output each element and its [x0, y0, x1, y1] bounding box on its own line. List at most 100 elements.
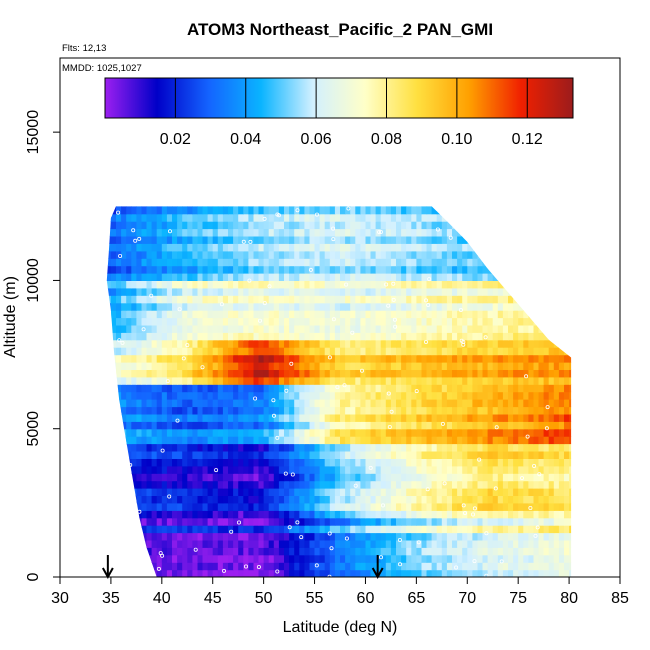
- heatmap-cell: [304, 280, 311, 289]
- heatmap-cell: [355, 391, 361, 400]
- heatmap-cell: [553, 562, 560, 571]
- heatmap-cell: [441, 443, 448, 452]
- heatmap-cell: [569, 480, 572, 489]
- heatmap-cell: [106, 287, 112, 296]
- heatmap-cell: [166, 539, 173, 548]
- heatmap-cell: [334, 339, 341, 348]
- heatmap-cell: [146, 451, 153, 459]
- heatmap-cell: [487, 287, 494, 296]
- heatmap-cell: [131, 569, 137, 578]
- heatmap-cell: [207, 347, 214, 356]
- heatmap-cell: [508, 362, 514, 370]
- heatmap-cell: [467, 362, 473, 370]
- heatmap-cell: [177, 525, 183, 534]
- heatmap-cell: [136, 280, 143, 289]
- heatmap-cell: [116, 465, 122, 474]
- heatmap-cell: [294, 562, 300, 571]
- heatmap-cell: [421, 287, 428, 296]
- heatmap-cell: [146, 532, 153, 541]
- heatmap-cell: [197, 213, 204, 222]
- heatmap-cell: [508, 510, 514, 519]
- heatmap-cell: [457, 421, 463, 430]
- heatmap-cell: [156, 554, 163, 563]
- heatmap-cell: [273, 280, 280, 289]
- heatmap-cell: [406, 569, 412, 578]
- heatmap-cell: [564, 273, 570, 281]
- heatmap-cell: [284, 399, 290, 408]
- heatmap-cell: [243, 502, 249, 511]
- heatmap-cell: [538, 502, 545, 511]
- heatmap-cell: [421, 525, 428, 534]
- heatmap-cell: [121, 369, 127, 378]
- heatmap-cell: [146, 250, 153, 259]
- heatmap-cell: [161, 213, 168, 222]
- heatmap-cell: [304, 369, 311, 378]
- heatmap-cell: [380, 436, 387, 445]
- heatmap-cell: [345, 265, 351, 274]
- heatmap-cell: [329, 258, 336, 267]
- heatmap-cell: [431, 228, 438, 237]
- heatmap-cell: [467, 243, 473, 252]
- heatmap-cell: [350, 354, 356, 363]
- heatmap-cell: [121, 473, 127, 482]
- heatmap-cell: [131, 213, 137, 222]
- heatmap-cell: [172, 539, 178, 548]
- heatmap-cell: [136, 488, 143, 496]
- heatmap-cell: [569, 235, 572, 244]
- heatmap-cell: [299, 406, 305, 415]
- heatmap-cell: [482, 369, 489, 378]
- heatmap-cell: [508, 451, 514, 459]
- observation-point: [158, 551, 163, 556]
- heatmap-cell: [538, 480, 545, 489]
- heatmap-cell: [238, 280, 244, 289]
- heatmap-cell: [228, 302, 234, 311]
- heatmap-cell: [370, 339, 377, 348]
- heatmap-cell: [436, 502, 443, 511]
- heatmap-cell: [477, 569, 484, 578]
- heatmap-cell: [166, 287, 173, 296]
- heatmap-cell: [553, 502, 560, 511]
- heatmap-cell: [416, 324, 423, 333]
- heatmap-cell: [543, 206, 550, 215]
- heatmap-cell: [126, 539, 132, 548]
- heatmap-cell: [161, 384, 168, 393]
- heatmap-cell: [467, 369, 473, 378]
- heatmap-cell: [172, 324, 178, 333]
- heatmap-cell: [131, 221, 137, 230]
- heatmap-cell: [441, 517, 448, 526]
- heatmap-cell: [533, 376, 540, 385]
- heatmap-cell: [441, 413, 448, 422]
- heatmap-cell: [126, 495, 132, 504]
- heatmap-cell: [151, 295, 158, 304]
- heatmap-cell: [533, 287, 540, 296]
- heatmap-cell: [518, 310, 524, 319]
- heatmap-cell: [141, 369, 148, 378]
- observation-point: [289, 361, 294, 366]
- heatmap-cell: [548, 362, 555, 370]
- heatmap-cell: [207, 302, 214, 311]
- heatmap-cell: [533, 428, 540, 437]
- heatmap-cell: [289, 502, 295, 511]
- heatmap-cell: [202, 369, 209, 378]
- heatmap-cell: [146, 458, 153, 467]
- heatmap-cell: [553, 354, 560, 363]
- heatmap-cell: [416, 532, 423, 541]
- heatmap-cell: [187, 436, 193, 445]
- heatmap-cell: [192, 384, 199, 393]
- heatmap-cell: [329, 250, 336, 259]
- heatmap-cell: [248, 339, 255, 348]
- heatmap-cell: [365, 554, 372, 563]
- heatmap-cell: [497, 376, 504, 385]
- heatmap-cell: [294, 228, 300, 237]
- heatmap-cell: [263, 384, 270, 393]
- heatmap-cell: [294, 332, 300, 341]
- heatmap-cell: [273, 317, 280, 326]
- heatmap-cell: [253, 206, 260, 215]
- heatmap-cell: [202, 324, 209, 333]
- heatmap-cell: [121, 465, 127, 474]
- heatmap-cell: [187, 525, 193, 534]
- heatmap-cell: [436, 250, 443, 259]
- heatmap-cell: [523, 258, 529, 267]
- heatmap-cell: [355, 324, 361, 333]
- heatmap-cell: [243, 406, 249, 415]
